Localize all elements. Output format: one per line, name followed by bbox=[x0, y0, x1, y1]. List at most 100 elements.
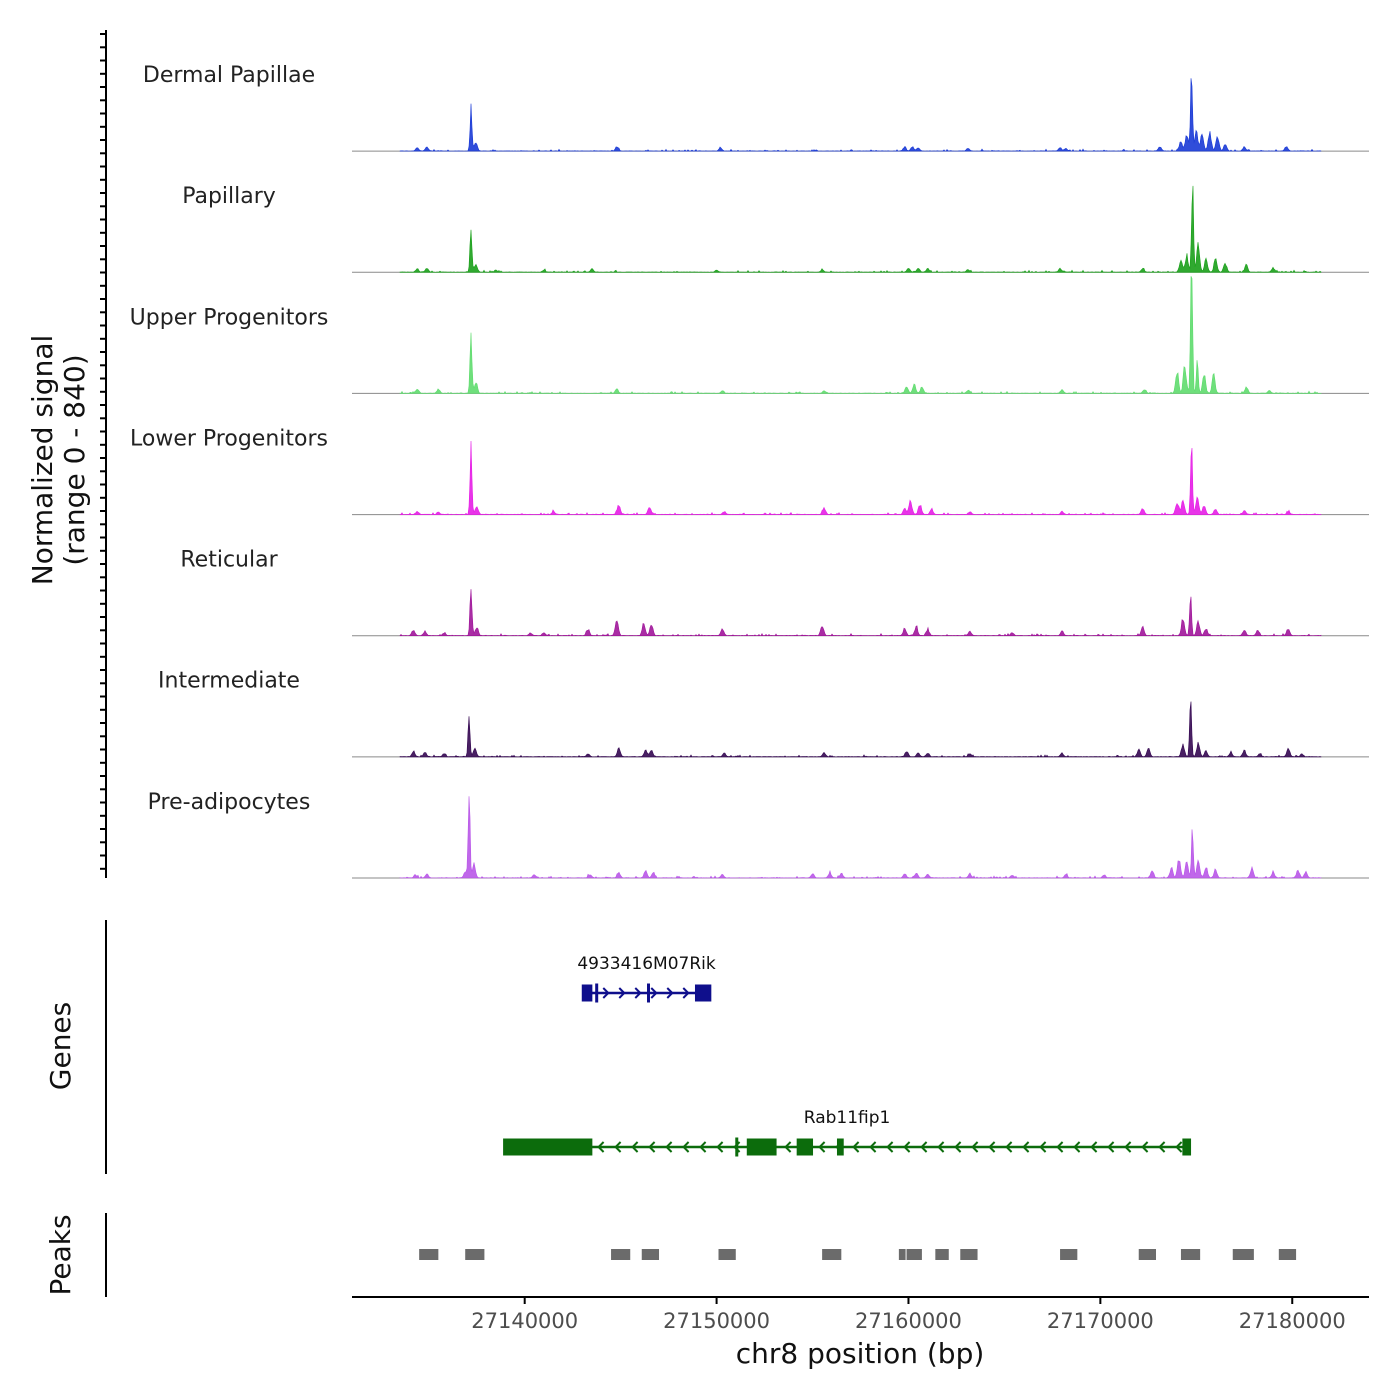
gene-strand-arrow bbox=[614, 1141, 622, 1153]
gene-exon bbox=[746, 1138, 777, 1156]
track-label: Reticular bbox=[180, 548, 278, 573]
x-tick-label: 27140000 bbox=[471, 1309, 578, 1333]
gene-exon bbox=[503, 1138, 593, 1156]
peak-region bbox=[935, 1249, 949, 1260]
x-axis-title: chr8 position (bp) bbox=[736, 1337, 985, 1370]
track-label: Dermal Papillae bbox=[143, 63, 315, 88]
gene-label: Rab11fip1 bbox=[804, 1108, 891, 1128]
gene-strand-arrow bbox=[716, 1141, 724, 1153]
signal-area bbox=[399, 185, 1322, 273]
x-tick-label: 27170000 bbox=[1047, 1309, 1154, 1333]
coverage-tracks: Dermal Papillae Papillary Upper Progenitor… bbox=[130, 63, 1369, 879]
gene-strand-arrow bbox=[903, 1141, 911, 1153]
peak-region bbox=[1180, 1249, 1201, 1260]
gene-strand-arrow bbox=[682, 987, 690, 999]
gene-strand-arrow bbox=[937, 1141, 945, 1153]
peak-region bbox=[1138, 1249, 1157, 1260]
gene-exon bbox=[796, 1138, 814, 1156]
x-tick-label: 27180000 bbox=[1239, 1309, 1346, 1333]
track-label: Papillary bbox=[182, 184, 276, 209]
gene-4933416m07rik: 4933416M07Rik bbox=[577, 954, 716, 1003]
gene-exon bbox=[581, 984, 593, 1002]
track-dermal-papillae: Dermal Papillae bbox=[143, 63, 1369, 152]
track-upper-progenitors: Upper Progenitors bbox=[130, 276, 1369, 395]
peak-region bbox=[1060, 1249, 1078, 1260]
gene-label: 4933416M07Rik bbox=[577, 954, 716, 974]
gene-strand-arrow bbox=[618, 987, 626, 999]
peak-region bbox=[1278, 1249, 1297, 1260]
gene-strand-arrow bbox=[1141, 1141, 1149, 1153]
peak-region bbox=[906, 1249, 922, 1260]
gene-strand-arrow bbox=[954, 1141, 962, 1153]
peak-region bbox=[898, 1249, 906, 1260]
peak-region bbox=[465, 1249, 485, 1260]
gene-strand-arrow bbox=[665, 1141, 673, 1153]
track-lower-progenitors: Lower Progenitors bbox=[130, 426, 1369, 516]
y-axis-title-line2: (range 0 - 840) bbox=[58, 354, 91, 565]
gene-strand-arrow bbox=[597, 1141, 605, 1153]
gene-exon bbox=[595, 983, 599, 1003]
peak-region bbox=[822, 1249, 842, 1260]
gene-strand-arrow bbox=[634, 987, 642, 999]
gene-strand-arrow bbox=[852, 1141, 860, 1153]
gene-strand-arrow bbox=[784, 1141, 792, 1153]
signal-area bbox=[399, 796, 1322, 879]
gene-strand-arrow bbox=[971, 1141, 979, 1153]
peak-region bbox=[960, 1249, 978, 1260]
signal-area bbox=[399, 589, 1322, 637]
peak-region bbox=[718, 1249, 736, 1260]
gene-exon bbox=[836, 1138, 844, 1156]
signal-area bbox=[399, 440, 1322, 516]
gene-strand-arrow bbox=[1124, 1141, 1132, 1153]
signal-area bbox=[399, 276, 1322, 395]
track-label: Intermediate bbox=[158, 669, 300, 694]
signal-area bbox=[399, 701, 1322, 758]
coverage-tick-marks bbox=[100, 30, 107, 878]
gene-strand-arrow bbox=[682, 1141, 690, 1153]
gene-rab11fip1: Rab11fip1 bbox=[503, 1108, 1192, 1157]
signal-area bbox=[399, 78, 1322, 152]
gene-exon bbox=[735, 1137, 739, 1157]
peaks-panel: Peaks bbox=[44, 1213, 1297, 1297]
gene-strand-arrow bbox=[920, 1141, 928, 1153]
x-tick-label: 27160000 bbox=[855, 1309, 962, 1333]
gene-strand-arrow bbox=[1005, 1141, 1013, 1153]
genes-panel: Genes 4933416M07Rik Rab11fip1 bbox=[44, 920, 1192, 1174]
gene-strand-arrow bbox=[1073, 1141, 1081, 1153]
track-label: Upper Progenitors bbox=[130, 305, 329, 330]
gene-strand-arrow bbox=[1175, 1141, 1183, 1153]
gene-strand-arrow bbox=[602, 987, 610, 999]
track-label: Pre-adipocytes bbox=[148, 790, 311, 815]
x-axis: 27140000 27150000 27160000 27170000 27180000 bbox=[352, 1296, 1369, 1333]
gene-strand-arrow bbox=[1022, 1141, 1030, 1153]
track-papillary: Papillary bbox=[182, 184, 1369, 273]
gene-exon bbox=[694, 984, 712, 1002]
peak-region bbox=[641, 1249, 660, 1260]
gene-exon bbox=[647, 983, 651, 1003]
gene-strand-arrow bbox=[648, 1141, 656, 1153]
x-tick-label: 27150000 bbox=[663, 1309, 770, 1333]
gene-strand-arrow bbox=[666, 987, 674, 999]
peak-region bbox=[419, 1249, 439, 1260]
gene-strand-arrow bbox=[699, 1141, 707, 1153]
y-axis-title-line1: Normalized signal bbox=[26, 335, 59, 586]
gene-strand-arrow bbox=[886, 1141, 894, 1153]
peak-region bbox=[611, 1249, 631, 1260]
gene-strand-arrow bbox=[631, 1141, 639, 1153]
track-reticular: Reticular bbox=[180, 548, 1369, 637]
track-intermediate: Intermediate bbox=[158, 669, 1369, 758]
gene-strand-arrow bbox=[1090, 1141, 1098, 1153]
track-label: Lower Progenitors bbox=[130, 426, 328, 451]
gene-strand-arrow bbox=[1158, 1141, 1166, 1153]
gene-exon bbox=[1182, 1138, 1192, 1156]
gene-strand-arrow bbox=[1039, 1141, 1047, 1153]
track-pre-adipocytes: Pre-adipocytes bbox=[148, 790, 1369, 879]
peaks-title: Peaks bbox=[44, 1214, 77, 1295]
genes-title: Genes bbox=[44, 1002, 77, 1090]
y-axis-title: Normalized signal (range 0 - 840) bbox=[26, 335, 91, 586]
gene-strand-arrow bbox=[1107, 1141, 1115, 1153]
gene-strand-arrow bbox=[650, 987, 658, 999]
gene-strand-arrow bbox=[869, 1141, 877, 1153]
gene-strand-arrow bbox=[818, 1141, 826, 1153]
gene-strand-arrow bbox=[1056, 1141, 1064, 1153]
